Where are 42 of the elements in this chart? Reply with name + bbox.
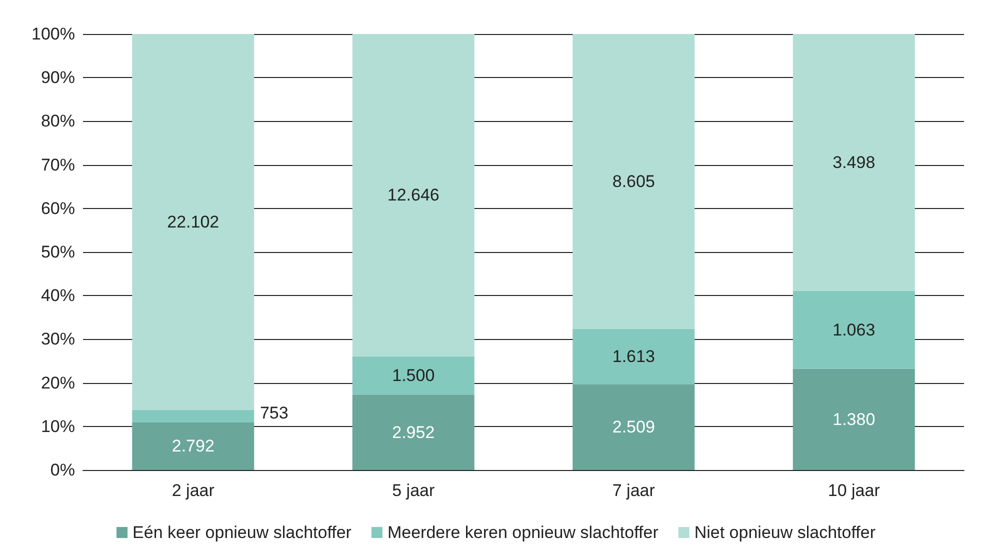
y-tick-label: 70%: [40, 155, 75, 174]
annotation: 1.380: [832, 410, 876, 429]
legend-label: Eén keer opnieuw slachtoffer: [132, 523, 352, 542]
bar: [132, 410, 254, 422]
bar: [792, 368, 915, 470]
y-tick-label: 80%: [40, 112, 75, 131]
y-tick-label: 40%: [40, 286, 75, 306]
y-tick-label: 0%: [50, 460, 75, 480]
annotation: 3.498: [832, 152, 876, 172]
bar: [792, 290, 915, 369]
x-tick-label: 2 jaar: [172, 481, 215, 500]
x-tick-label: 5 jaar: [392, 481, 435, 500]
annotation: 1.613: [612, 346, 655, 366]
x-tick-label: 10 jaar: [828, 481, 880, 500]
bar: [352, 394, 474, 470]
annotation: 2.792: [172, 436, 214, 456]
annotation: 2.952: [392, 422, 435, 442]
annotation: 2.509: [612, 418, 655, 437]
y-tick-label: 60%: [40, 198, 75, 218]
bar: [792, 34, 915, 291]
bar: [572, 34, 695, 329]
annotation: 1.063: [832, 320, 876, 340]
legend-label: Niet opnieuw slachtoffer: [694, 523, 876, 542]
annotation: 1.500: [392, 366, 435, 385]
annotation: 753: [260, 404, 288, 423]
bar: [572, 328, 695, 384]
y-tick-label: 20%: [40, 373, 75, 392]
annotation: 8.605: [612, 172, 655, 191]
x-tick-label: 7 jaar: [612, 481, 656, 500]
y-tick-label: 90%: [40, 68, 75, 88]
y-tick-label: 10%: [40, 416, 75, 436]
bar: [352, 34, 474, 356]
bar: [352, 356, 474, 395]
y-tick-label: 100%: [32, 24, 75, 44]
legend-label: Meerdere keren opnieuw slachtoffer: [387, 523, 659, 542]
bar: [572, 384, 695, 470]
annotation: 22.102: [167, 212, 220, 232]
annotation: 12.646: [387, 186, 440, 205]
y-tick-label: 50%: [40, 242, 75, 262]
y-tick-label: 30%: [40, 330, 75, 349]
bar: [132, 34, 254, 410]
bar: [132, 422, 254, 470]
